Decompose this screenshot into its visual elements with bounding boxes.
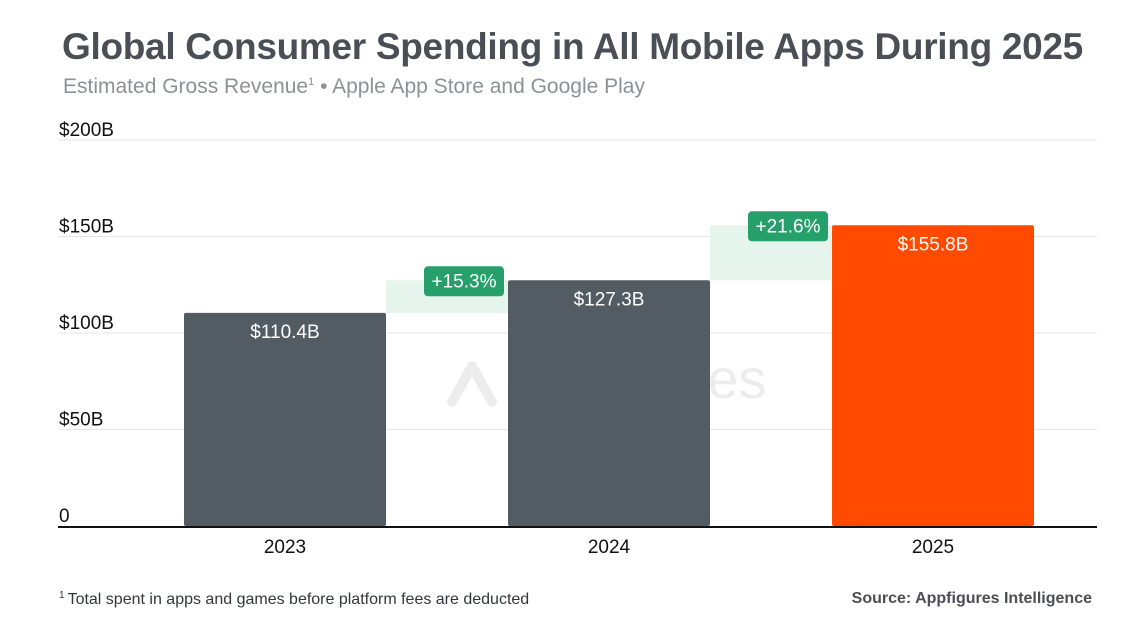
y-tick-label: $150B <box>59 217 114 238</box>
watermark-logo-icon <box>447 361 497 407</box>
growth-badge <box>424 266 504 297</box>
bar-value-label: $127.3B <box>574 289 645 310</box>
chart-subtitle: Estimated Gross Revenue1 • Apple App Sto… <box>63 75 645 99</box>
bar-value-label: $110.4B <box>250 322 319 343</box>
x-tick-label: 2024 <box>588 537 631 558</box>
y-tick-label: $100B <box>59 313 114 334</box>
bar <box>184 312 386 526</box>
y-tick-label: $50B <box>59 410 103 431</box>
y-tick-label: 0 <box>59 506 70 527</box>
subtitle-footnote-marker: 1 <box>308 76 315 88</box>
x-tick-label: 2025 <box>912 537 954 558</box>
growth-badge <box>748 211 828 242</box>
source-credit: Source: Appfigures Intelligence <box>851 590 1092 607</box>
footnote-text: Total spent in apps and games before pla… <box>67 591 530 608</box>
footnote-marker: 1 <box>59 590 65 601</box>
x-tick-label: 2023 <box>264 537 306 558</box>
subtitle-main: Estimated Gross Revenue <box>63 75 309 98</box>
subtitle-rest: • Apple App Store and Google Play <box>314 75 645 98</box>
growth-label: +21.6% <box>756 216 821 237</box>
bar-value-label: $155.8B <box>898 234 969 255</box>
y-tick-label: $200B <box>59 120 114 141</box>
chart-title: Global Consumer Spending in All Mobile A… <box>62 26 1083 67</box>
footnote: 1 Total spent in apps and games before pl… <box>59 590 529 609</box>
bar <box>508 280 710 526</box>
bar <box>832 225 1034 526</box>
growth-label: +15.3% <box>432 271 497 292</box>
